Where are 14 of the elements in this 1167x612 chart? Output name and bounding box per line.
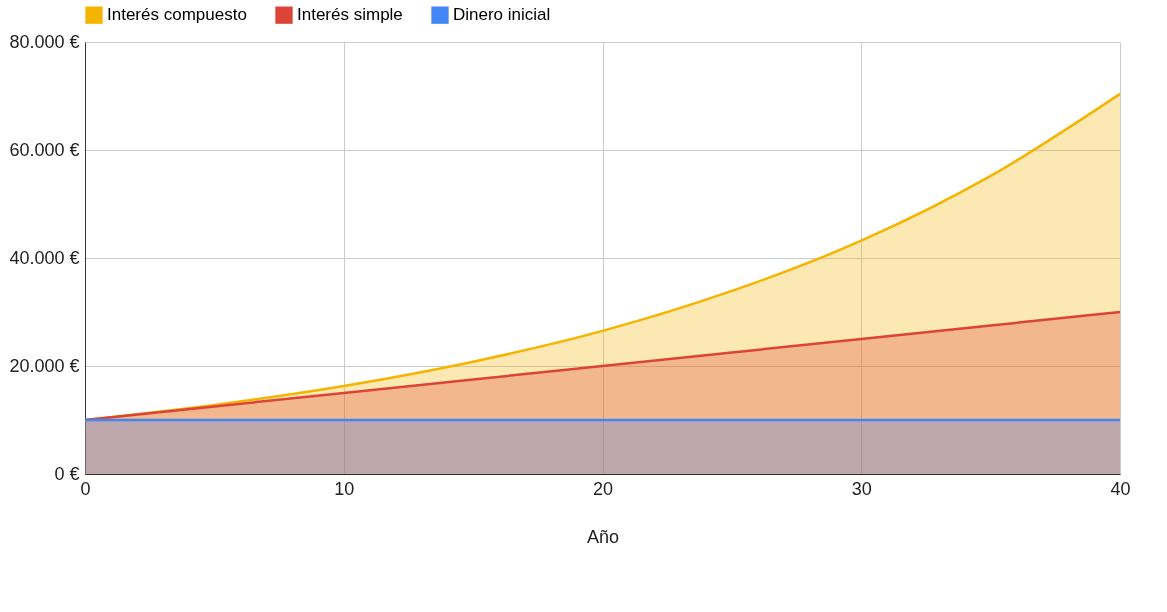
y-tick-label: 20.000 € — [9, 355, 80, 376]
y-tick-label: 0 € — [54, 463, 80, 484]
legend-label: Interés simple — [297, 5, 403, 25]
legend-label: Dinero inicial — [453, 5, 551, 25]
x-tick-label: 0 — [80, 478, 91, 499]
x-tick-label: 10 — [334, 478, 355, 499]
y-tick-label: 60.000 € — [9, 139, 80, 160]
x-tick-label: 40 — [1110, 478, 1131, 499]
legend-label: Interés compuesto — [107, 5, 247, 25]
x-axis-title: Año — [586, 526, 620, 547]
y-tick-label: 40.000 € — [9, 247, 80, 268]
x-tick-label: 30 — [851, 478, 872, 499]
x-tick-label: 20 — [592, 478, 614, 499]
y-tick-label: 80.000 € — [9, 31, 80, 52]
